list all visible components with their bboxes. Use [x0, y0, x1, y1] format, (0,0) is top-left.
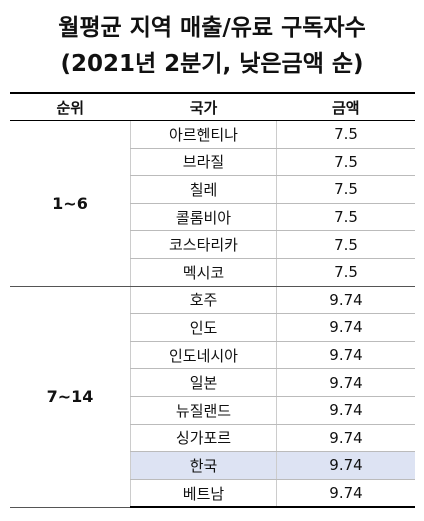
table-row: 싱가포르 9.74: [10, 424, 415, 453]
amount-cell: 9.74: [276, 424, 415, 453]
table-row: 브라질 7.5: [10, 148, 415, 177]
amount-cell: 7.5: [276, 230, 415, 259]
table-row: 베트남 9.74: [10, 479, 415, 509]
header-row: 순위 국가 금액: [10, 92, 415, 121]
table-row: 인도네시아 9.74: [10, 341, 415, 370]
country-cell: 한국: [130, 451, 277, 480]
amount-cell: 7.5: [276, 148, 415, 177]
table-row: 칠레 7.5: [10, 175, 415, 204]
country-cell: 뉴질랜드: [130, 396, 277, 425]
country-cell: 칠레: [130, 175, 277, 204]
table-row: 콜롬비아 7.5: [10, 203, 415, 232]
amount-cell: 9.74: [276, 341, 415, 370]
amount-cell: 9.74: [276, 479, 415, 509]
country-cell: 인도네시아: [130, 341, 277, 370]
country-cell: 콜롬비아: [130, 203, 277, 232]
country-cell: 일본: [130, 368, 277, 397]
table-row: 뉴질랜드 9.74: [10, 396, 415, 425]
amount-cell: 7.5: [276, 203, 415, 232]
subtitle: (2021년 2분기, 낮은금액 순): [60, 51, 364, 77]
amount-cell: 7.5: [276, 175, 415, 204]
table-body: 1~6 아르헨티나 7.5 브라질 7.5 칠레 7.5 콜롬비아 7.5 코스타리카 7.5 멕시코…: [10, 120, 415, 509]
country-cell: 싱가포르: [130, 424, 277, 453]
amount-cell: 7.5: [276, 120, 415, 149]
table-row: 멕시코 7.5: [10, 258, 415, 287]
table-row: 인도 9.74: [10, 313, 415, 342]
table-row: 7~14 호주 9.74: [10, 286, 415, 508]
header-cell: 순위: [10, 92, 131, 121]
country-cell: 호주: [130, 286, 277, 315]
country-cell: 인도: [130, 313, 277, 342]
country-cell: 코스타리카: [130, 230, 277, 259]
header-cell: 국가: [130, 92, 277, 121]
rank-cell: 7~14: [10, 286, 131, 508]
country-cell: 베트남: [130, 479, 277, 509]
table: 순위 국가 금액 1~6 아르헨티나 7.5 브라질 7.5 칠레 7.5 콜롬비아 7.5 코스…: [10, 92, 415, 509]
table-row: 1~6 아르헨티나 7.5: [10, 120, 415, 287]
country-cell: 브라질: [130, 148, 277, 177]
table-row: 일본 9.74: [10, 368, 415, 397]
amount-cell: 9.74: [276, 396, 415, 425]
table-row: 한국 9.74: [10, 451, 415, 480]
country-cell: 멕시코: [130, 258, 277, 287]
amount-cell: 7.5: [276, 258, 415, 287]
amount-cell: 9.74: [276, 313, 415, 342]
table-row: 코스타리카 7.5: [10, 230, 415, 259]
header-cell: 금액: [276, 92, 415, 121]
amount-cell: 9.74: [276, 368, 415, 397]
country-cell: 아르헨티나: [130, 120, 277, 149]
amount-cell: 9.74: [276, 451, 415, 480]
title: 월평균 지역 매출/유료 구독자수: [58, 15, 366, 41]
amount-cell: 9.74: [276, 286, 415, 315]
rank-cell: 1~6: [10, 120, 131, 287]
